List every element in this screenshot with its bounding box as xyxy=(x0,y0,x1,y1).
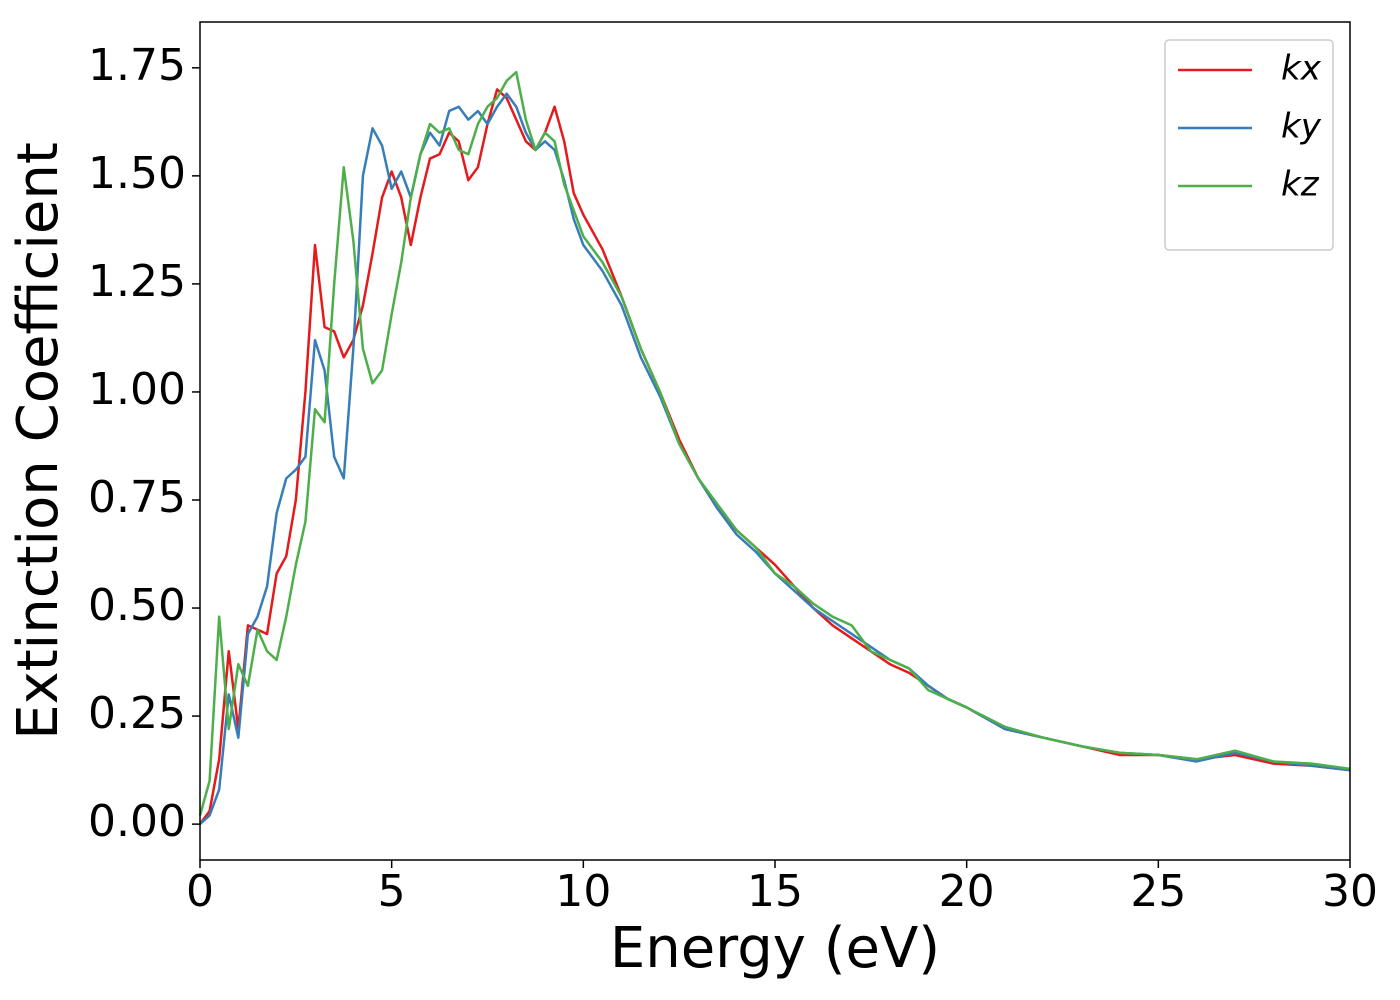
x-tick-label: 15 xyxy=(747,866,803,917)
x-tick-label: 0 xyxy=(186,866,214,917)
plot-frame xyxy=(199,21,1351,861)
legend-label: ky xyxy=(1281,107,1322,147)
legend-box xyxy=(1164,39,1334,251)
x-tick-label: 25 xyxy=(1130,866,1186,917)
x-tick-label: 30 xyxy=(1322,866,1378,917)
legend-label: kx xyxy=(1281,49,1322,89)
y-tick-label: 1.00 xyxy=(88,364,186,415)
y-tick-label: 0.75 xyxy=(88,472,186,523)
x-tick-label: 5 xyxy=(378,866,406,917)
y-tick-label: 1.50 xyxy=(88,148,186,199)
x-axis-label: Energy (eV) xyxy=(610,916,940,981)
y-tick-label: 1.75 xyxy=(88,40,186,91)
legend-label: kz xyxy=(1281,165,1320,205)
y-tick-label: 0.25 xyxy=(88,688,186,739)
series-line xyxy=(198,70,1351,816)
x-tick-label: 10 xyxy=(555,866,611,917)
y-tick-label: 0.00 xyxy=(88,796,186,847)
y-axis-label: Extinction Coefficient xyxy=(6,142,71,740)
x-tick-label: 20 xyxy=(939,866,995,917)
y-tick-label: 1.25 xyxy=(88,256,186,307)
y-tick-label: 0.50 xyxy=(88,580,186,631)
